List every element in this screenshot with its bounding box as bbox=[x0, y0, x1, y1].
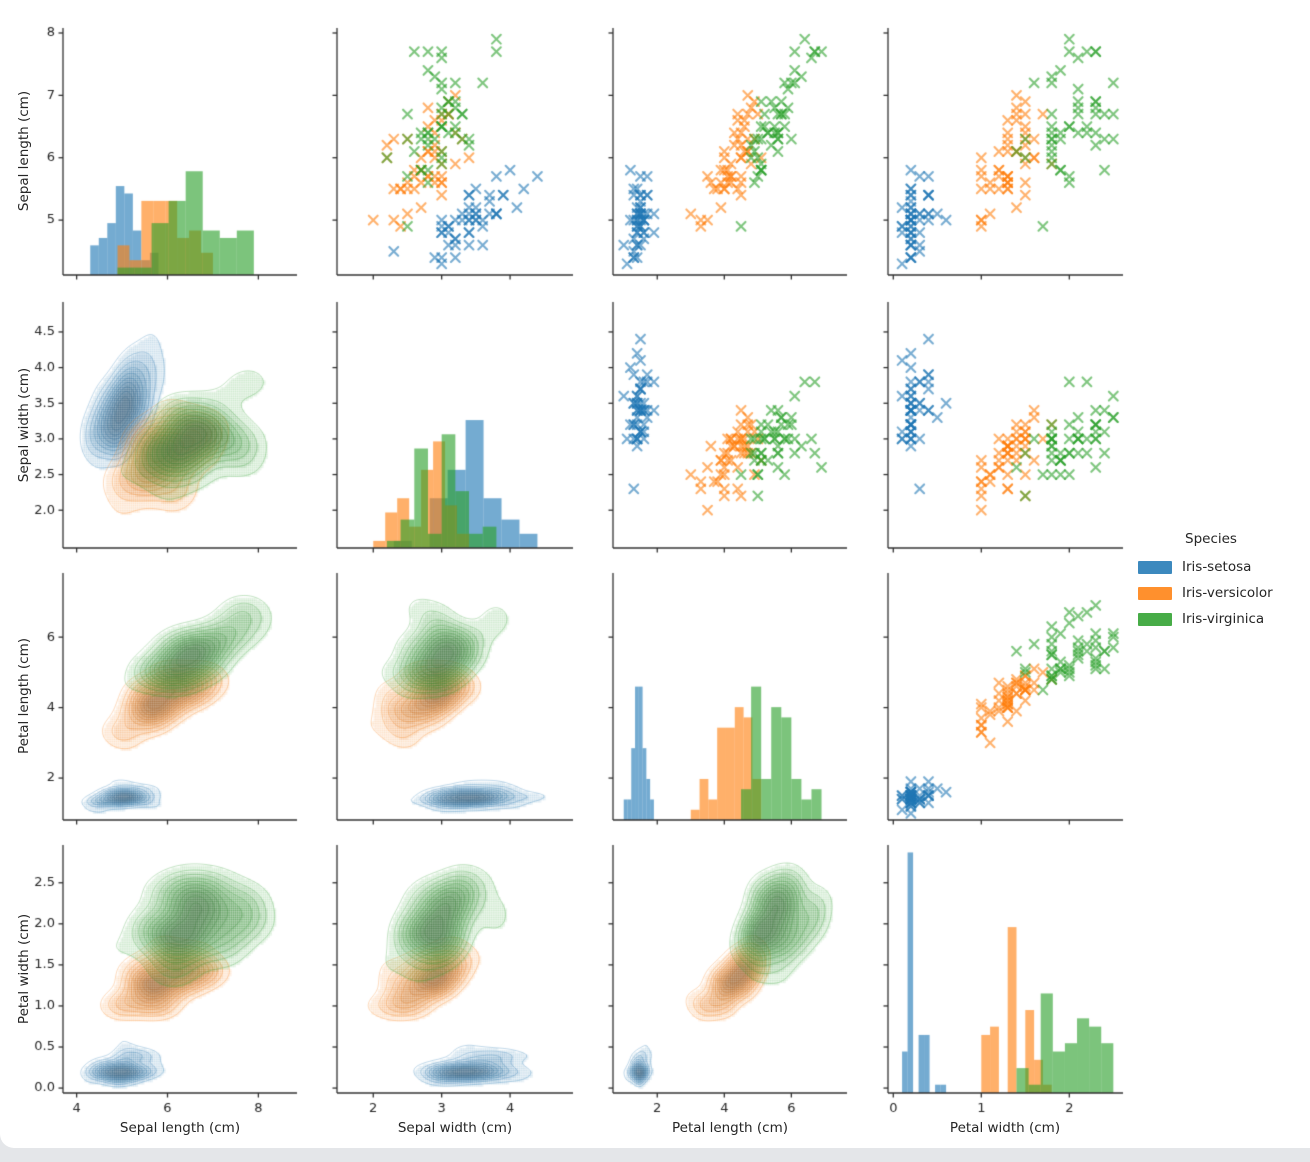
y-axis-label-sepal-length: Sepal length (cm) bbox=[16, 90, 32, 212]
x-axis-label-sepal-width: Sepal width (cm) bbox=[397, 1120, 513, 1136]
legend: Species Iris-setosa Iris-versicolor Iris… bbox=[1138, 531, 1273, 632]
y-axis-label-petal-length: Petal length (cm) bbox=[16, 637, 32, 755]
x-axis-label-sepal-length: Sepal length (cm) bbox=[119, 1120, 241, 1136]
legend-swatch-virginica bbox=[1138, 612, 1172, 626]
legend-swatch-setosa bbox=[1138, 560, 1172, 574]
legend-title: Species bbox=[1185, 531, 1237, 547]
x-axis-label-petal-width: Petal width (cm) bbox=[949, 1120, 1061, 1136]
legend-item-virginica: Iris-virginica bbox=[1138, 606, 1273, 632]
legend-label-versicolor: Iris-versicolor bbox=[1182, 585, 1273, 601]
legend-item-versicolor: Iris-versicolor bbox=[1138, 580, 1273, 606]
y-axis-label-sepal-width: Sepal width (cm) bbox=[16, 367, 32, 483]
legend-label-setosa: Iris-setosa bbox=[1182, 559, 1252, 575]
legend-label-virginica: Iris-virginica bbox=[1182, 611, 1265, 627]
legend-swatch-versicolor bbox=[1138, 586, 1172, 600]
x-axis-label-petal-length: Petal length (cm) bbox=[671, 1120, 789, 1136]
y-axis-label-petal-width: Petal width (cm) bbox=[16, 913, 32, 1025]
legend-item-setosa: Iris-setosa bbox=[1138, 554, 1273, 580]
